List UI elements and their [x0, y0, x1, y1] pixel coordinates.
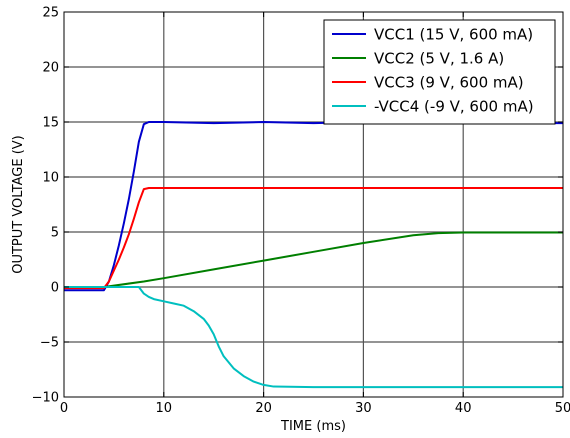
legend-label: VCC2 (5 V, 1.6 A) — [374, 50, 504, 68]
ticks: 0 10 20 30 40 50 −10 −5 0 5 10 15 20 25 — [32, 6, 570, 417]
series-line-3 — [64, 187, 563, 290]
y-axis-label: OUTPUT VOLTAGE (V) — [11, 135, 26, 274]
x-tick-label: 20 — [255, 401, 272, 416]
legend: VCC1 (15 V, 600 mA) VCC2 (5 V, 1.6 A) VCC3… — [323, 19, 556, 125]
x-tick-label: 30 — [355, 401, 372, 416]
y-tick-label: 20 — [42, 61, 59, 76]
x-axis-label: TIME (ms) — [280, 419, 346, 434]
legend-label: -VCC4 (-9 V, 600 mA) — [374, 98, 534, 116]
y-tick-label: 10 — [42, 171, 59, 186]
x-tick-label: 50 — [555, 401, 570, 416]
x-tick-label: 10 — [156, 401, 173, 416]
y-tick-label: 0 — [51, 281, 59, 296]
y-tick-label: −5 — [40, 336, 59, 351]
y-tick-label: 15 — [42, 116, 59, 131]
plot-frame — [63, 11, 564, 398]
x-tick-label: 0 — [60, 401, 68, 416]
legend-label: VCC1 (15 V, 600 mA) — [374, 26, 533, 44]
x-tick-label: 40 — [455, 401, 472, 416]
series-line-2 — [64, 231, 563, 288]
legend-label: VCC3 (9 V, 600 mA) — [374, 74, 524, 92]
series-line-4 — [64, 286, 563, 389]
y-tick-label: −10 — [32, 391, 59, 406]
y-tick-label: 5 — [51, 226, 59, 241]
y-tick-label: 25 — [42, 6, 59, 21]
